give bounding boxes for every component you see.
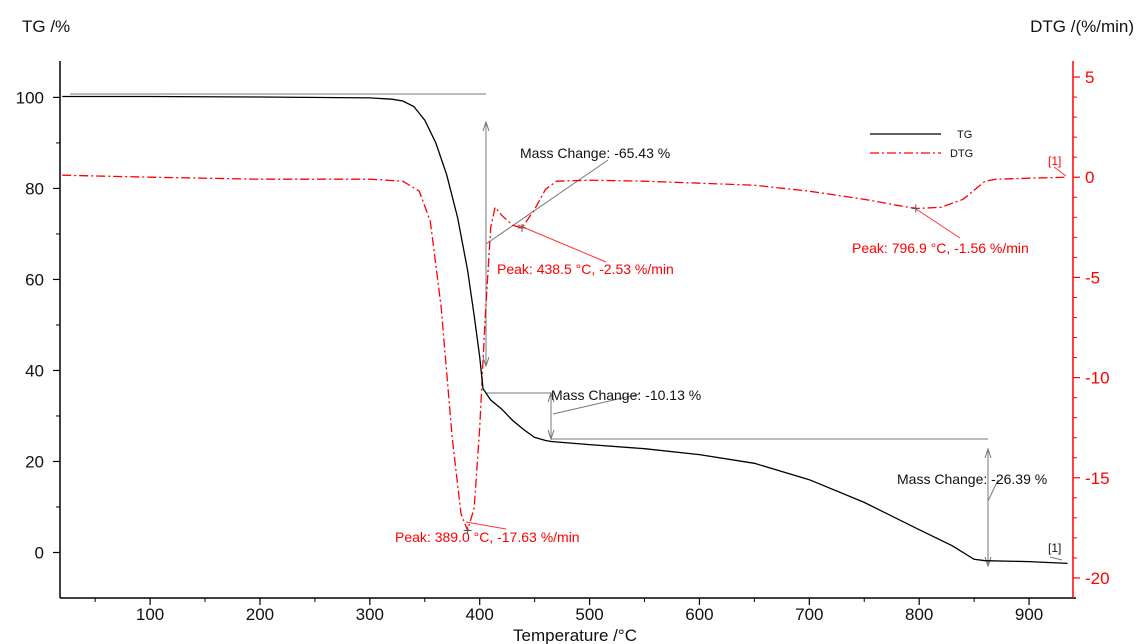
legend-tg-label: TG xyxy=(957,129,972,141)
leader-mass-change-3 xyxy=(987,479,999,502)
y-left-tick-label: 80 xyxy=(25,179,44,198)
dtg-end-marker-label: [1] xyxy=(1048,154,1061,168)
y-left-tick-label: 60 xyxy=(25,270,44,289)
dtg-peak-leaders xyxy=(465,166,1067,530)
mass-change-label-3: Mass Change: -26.39 % xyxy=(897,471,1047,487)
mass-change-arrow-2-head-bottom xyxy=(547,429,555,441)
axis-ticks xyxy=(53,76,1080,605)
peak-marker xyxy=(911,204,920,213)
y-right-tick-label: -15 xyxy=(1085,469,1110,488)
peak-label-438: Peak: 438.5 °C, -2.53 %/min xyxy=(497,261,674,277)
x-tick-label: 600 xyxy=(685,605,713,624)
x-axis-title: Temperature /°C xyxy=(513,626,637,644)
mass-change-arrow-2-head-top xyxy=(547,391,555,403)
x-tick-label: 100 xyxy=(136,605,164,624)
leader-tg-end-marker xyxy=(1049,556,1063,561)
x-tick-label: 300 xyxy=(356,605,384,624)
mass-change-label-2: Mass Change: -10.13 % xyxy=(551,387,701,403)
peak-marker xyxy=(463,526,472,535)
y-left-tick-label: 100 xyxy=(16,88,44,107)
y-right-tick-label: -10 xyxy=(1085,369,1110,388)
tg-end-marker-label: [1] xyxy=(1048,541,1061,555)
legend: TG DTG xyxy=(870,129,973,160)
y-left-tick-label: 40 xyxy=(25,361,44,380)
y-left-tick-label: 20 xyxy=(25,452,44,471)
peak-markers xyxy=(463,204,920,535)
mass-change-arrow-3-head-bottom xyxy=(984,556,992,568)
leader-peak-389 xyxy=(465,521,507,530)
mass-change-arrow-1-head-top xyxy=(482,120,490,132)
y-right-tick-label: -20 xyxy=(1085,569,1110,588)
y-right-axis-title: DTG /(%/min) xyxy=(1030,17,1134,36)
legend-dtg-label: DTG xyxy=(950,148,973,160)
x-tick-label: 500 xyxy=(575,605,603,624)
x-tick-label: 900 xyxy=(1015,605,1043,624)
x-tick-label: 400 xyxy=(466,605,494,624)
x-tick-label: 200 xyxy=(246,605,274,624)
y-left-axis-title: TG /% xyxy=(22,17,70,36)
mass-change-arrow-3-head-top xyxy=(984,447,992,459)
annotation-guides xyxy=(70,93,1063,568)
leader-mass-change-1 xyxy=(485,159,609,245)
y-right-tick-label: 0 xyxy=(1085,168,1094,187)
tg-series-line xyxy=(62,95,1068,565)
y-left-tick-label: 0 xyxy=(35,543,44,562)
leader-peak-797 xyxy=(912,206,961,239)
peak-label-797: Peak: 796.9 °C, -1.56 %/min xyxy=(852,240,1029,256)
leader-peak-438 xyxy=(517,224,607,263)
x-tick-label: 800 xyxy=(905,605,933,624)
tick-labels: 100 200 300 400 500 600 700 800 900 0 20 40 60 80 100 5… xyxy=(16,68,1110,624)
leader-mass-change-2 xyxy=(552,393,641,415)
mass-change-label-1: Mass Change: -65.43 % xyxy=(520,145,670,161)
mass-change-arrow-1-head-bottom xyxy=(482,356,490,368)
dtg-series-line xyxy=(62,174,1068,533)
x-tick-label: 700 xyxy=(795,605,823,624)
y-right-tick-label: 5 xyxy=(1085,68,1094,87)
y-right-tick-label: -5 xyxy=(1085,268,1100,287)
peak-label-389: Peak: 389.0 °C, -17.63 %/min xyxy=(395,529,580,545)
peak-marker xyxy=(518,223,527,232)
leader-dtg-end-marker xyxy=(1053,166,1067,177)
